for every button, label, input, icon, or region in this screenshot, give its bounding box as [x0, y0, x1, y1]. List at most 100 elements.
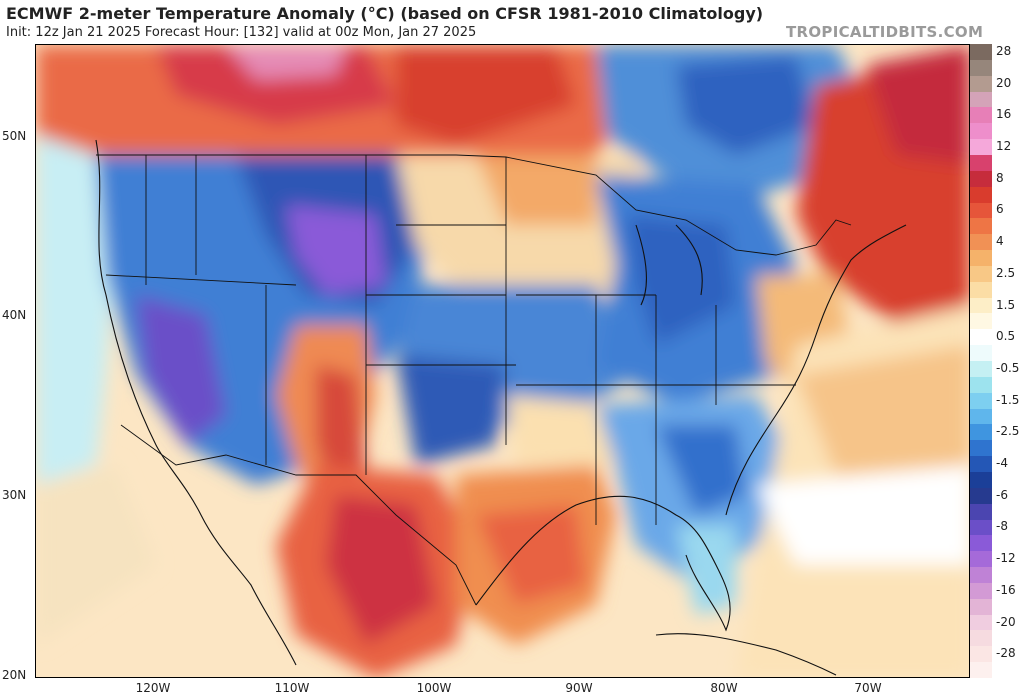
colorbar-bin: [970, 202, 992, 219]
lon-label-110w: 110W: [274, 681, 310, 695]
colorbar-bin: [970, 186, 992, 203]
colorbar-label: -1.5: [996, 392, 1020, 407]
colorbar-bin: [970, 376, 992, 394]
colorbar-label: -2.5: [996, 424, 1020, 439]
map-title: ECMWF 2-meter Temperature Anomaly (°C) (…: [6, 4, 764, 23]
colorbar-label: 0.5: [996, 329, 1016, 344]
colorbar-label: -8: [996, 519, 1008, 534]
colorbar-bin: [970, 345, 992, 362]
pacific-south-area: [36, 465, 156, 645]
colorbar-label: 12: [996, 139, 1012, 154]
colorbar-bin: [970, 297, 992, 314]
great-basin-very-cold: [136, 295, 226, 445]
colorbar-bin: [970, 329, 992, 346]
colorbar-bin: [970, 250, 992, 267]
lat-label-30n: 30N: [2, 488, 27, 502]
coastlines: [95, 139, 907, 676]
colorbar-bin: [970, 582, 992, 600]
colorbar-label: -16: [996, 582, 1016, 597]
colorbar-label: 2.5: [996, 265, 1016, 280]
anomaly-map-svg: [36, 45, 969, 677]
anomaly-field: [36, 45, 969, 677]
lon-label-70w: 70W: [854, 681, 882, 695]
forecast-info: Init: 12z Jan 21 2025 Forecast Hour: [13…: [6, 25, 477, 40]
colorbar-label: -28: [996, 646, 1016, 661]
atlantic-canada-hot: [866, 45, 969, 165]
colorbar-bin: [970, 313, 992, 330]
michigan-cold-core: [626, 215, 736, 345]
colorbar-label: -4: [996, 456, 1008, 471]
colorbar-label: 4: [996, 234, 1004, 249]
colorbar-bin: [970, 598, 992, 616]
colorbar-bin: [970, 519, 992, 536]
us-canada-border-west: [96, 154, 507, 158]
colorbar-bin: [970, 630, 992, 647]
lat-label-40n: 40N: [2, 308, 27, 322]
colorbar-bin: [970, 139, 992, 156]
wyoming-very-cold: [286, 205, 386, 295]
or-nv-border: [105, 274, 297, 286]
political-borders: [96, 154, 852, 606]
colorbar-bin: [970, 487, 992, 505]
colorbar-bin: [970, 646, 992, 663]
quebec-cold-core: [676, 55, 816, 155]
colorbar-bin: [970, 265, 992, 283]
colorbar-label: -12: [996, 551, 1016, 566]
colorbar-label: 20: [996, 75, 1012, 90]
florida-cool: [676, 525, 736, 615]
colorbar-bin: [970, 471, 992, 489]
lon-label-100w: 100W: [416, 681, 452, 695]
cuba-outline: [655, 633, 837, 676]
lon-label-90w: 90W: [565, 681, 593, 695]
atlantic-neutral: [756, 465, 969, 565]
colorbar-bin: [970, 567, 992, 584]
colorbar-bin: [970, 551, 992, 568]
colorbar-bin: [970, 440, 992, 457]
colorbar-bin: [970, 154, 992, 172]
colorbar-bin: [970, 361, 992, 378]
colorbar-bin: [970, 218, 992, 235]
colorbar-label: 1.5: [996, 297, 1016, 312]
atlantic-band: [796, 345, 969, 475]
colorbar-bin: [970, 75, 992, 93]
colorbar-label: 8: [996, 170, 1004, 185]
southern-plains-cold: [396, 355, 506, 465]
pacific-coastline: [95, 139, 297, 666]
colorbar: 28 20 16 12 8 6 4 2.5 1.5 0.5 -0.5 -1.5 -2.5 -4 -6 -8 -1…: [970, 43, 1022, 679]
colorbar-bin: [970, 456, 992, 473]
colorbar-bin: [970, 503, 992, 520]
colorbar-label: 6: [996, 202, 1004, 217]
colorbar-bin: [970, 170, 992, 188]
canada-east-warm: [396, 45, 576, 145]
carolinas-cold: [656, 425, 746, 515]
colorbar-bin: [970, 91, 992, 108]
lon-label-120w: 120W: [135, 681, 171, 695]
us-mexico-border: [120, 424, 477, 606]
colorbar-bin: [970, 392, 992, 410]
colorbar-bin: [970, 535, 992, 552]
great-lakes-outline: [635, 224, 703, 306]
mexico-hot: [326, 495, 436, 645]
colorbar-bin: [970, 234, 992, 251]
lon-label-80w: 80W: [710, 681, 738, 695]
colorbar-bin: [970, 123, 992, 140]
gulf-coastline: [475, 495, 731, 632]
lat-label-50n: 50N: [2, 129, 27, 143]
anomaly-map: [35, 44, 970, 678]
colorbar-bin: [970, 59, 992, 77]
colorbar-bin: [970, 408, 992, 425]
colorbar-bin: [970, 107, 992, 124]
colorbar-label: 16: [996, 107, 1012, 122]
lat-label-20n: 20N: [2, 668, 27, 682]
colorbar-bin: [970, 614, 992, 631]
colorbar-label: -0.5: [996, 360, 1020, 375]
colorbar-label: 28: [996, 43, 1012, 58]
atlantic-coastline: [725, 224, 907, 516]
colorbar-label: -6: [996, 487, 1008, 502]
colorbar-bin: [970, 281, 992, 299]
canada-pink-core: [226, 45, 346, 80]
colorbar-label: -20: [996, 614, 1016, 629]
us-canada-border-east: [505, 156, 852, 256]
colorbar-bin: [970, 44, 992, 61]
southwest-hot: [316, 365, 366, 495]
